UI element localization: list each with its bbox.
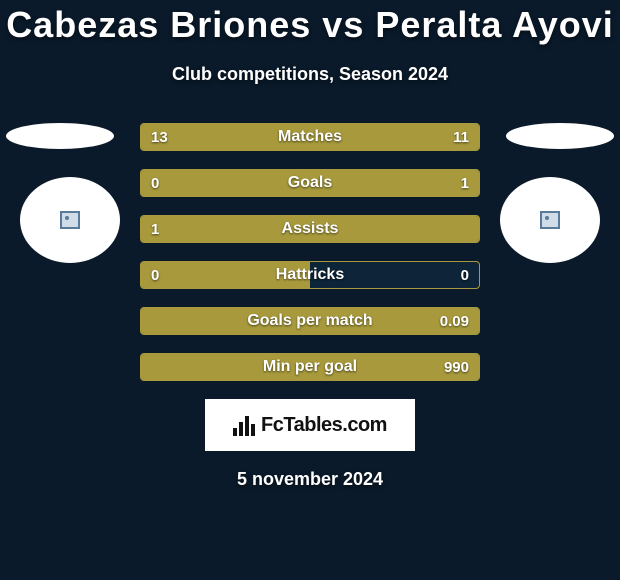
fctables-logo: FcTables.com <box>205 399 415 451</box>
placeholder-image-icon <box>540 211 560 229</box>
placeholder-image-icon <box>60 211 80 229</box>
stat-left-fill <box>141 124 324 150</box>
date-label: 5 november 2024 <box>0 469 620 490</box>
stat-left-fill <box>141 262 310 288</box>
bars-icon <box>233 414 255 436</box>
stat-left-fill <box>141 308 209 334</box>
stat-left-fill <box>141 354 209 380</box>
right-ellipse-decor <box>506 123 614 149</box>
stat-right-fill <box>209 170 479 196</box>
stat-row: Assists1 <box>140 215 480 243</box>
stat-right-fill <box>209 308 479 334</box>
page-title: Cabezas Briones vs Peralta Ayovi <box>0 0 620 46</box>
stat-row: Hattricks00 <box>140 261 480 289</box>
stat-right-value: 0 <box>451 262 479 288</box>
subtitle: Club competitions, Season 2024 <box>0 64 620 85</box>
stat-left-fill <box>141 170 209 196</box>
stat-right-fill <box>324 124 479 150</box>
stat-row: Min per goal990 <box>140 353 480 381</box>
logo-text: FcTables.com <box>261 414 387 437</box>
stat-row: Goals01 <box>140 169 480 197</box>
left-player-avatar <box>20 177 120 263</box>
stat-left-fill <box>141 216 479 242</box>
stat-bars-container: Matches1311 Goals01 Assists1 Hattricks00 Goa… <box>140 123 480 381</box>
stat-row: Goals per match0.09 <box>140 307 480 335</box>
left-ellipse-decor <box>6 123 114 149</box>
stat-right-fill <box>209 354 479 380</box>
comparison-content: Matches1311 Goals01 Assists1 Hattricks00 Goa… <box>0 123 620 381</box>
stat-row: Matches1311 <box>140 123 480 151</box>
right-player-avatar <box>500 177 600 263</box>
